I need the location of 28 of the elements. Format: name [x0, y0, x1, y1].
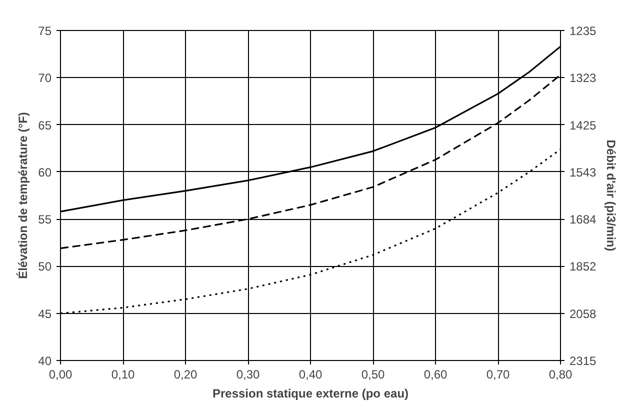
y-tick-label: 60: [38, 165, 52, 180]
y-tick-label: 75: [38, 24, 52, 38]
category-label: 1235: [570, 24, 596, 38]
x-tick-label: 0,00: [48, 368, 73, 382]
category-label: 1543: [570, 165, 596, 180]
x-tick-label: 0,70: [486, 368, 510, 382]
y-tick-label: 70: [38, 71, 52, 86]
category-label: 1425: [570, 118, 596, 132]
y-tick-label: 65: [38, 118, 52, 132]
category-label: 1323: [570, 71, 596, 86]
x-tick-label: 0,50: [361, 368, 386, 382]
y-tick-label: 50: [38, 260, 52, 274]
category-label: 2315: [570, 354, 596, 368]
x-tick-label: 0,60: [424, 368, 448, 382]
x-tick-label: 0,20: [174, 368, 198, 382]
y-tick-label: 45: [38, 306, 52, 321]
y-axis-title: Élévation de température (°F): [16, 112, 30, 279]
x-tick-label: 0,80: [548, 368, 573, 382]
x-tick-label: 0,30: [236, 368, 260, 382]
y2-axis-title: Débit d'air (pi3/min): [604, 140, 618, 252]
y-tick-label: 40: [38, 354, 52, 368]
category-label: 1852: [570, 260, 596, 274]
x-tick-label: 0,40: [298, 368, 323, 382]
x-axis-title: Pression statique externe (po eau): [212, 386, 409, 400]
category-label: 2058: [570, 306, 596, 321]
x-tick-label: 0,10: [111, 368, 136, 382]
y-tick-label: 55: [38, 212, 52, 227]
category-label: 1684: [570, 212, 596, 227]
